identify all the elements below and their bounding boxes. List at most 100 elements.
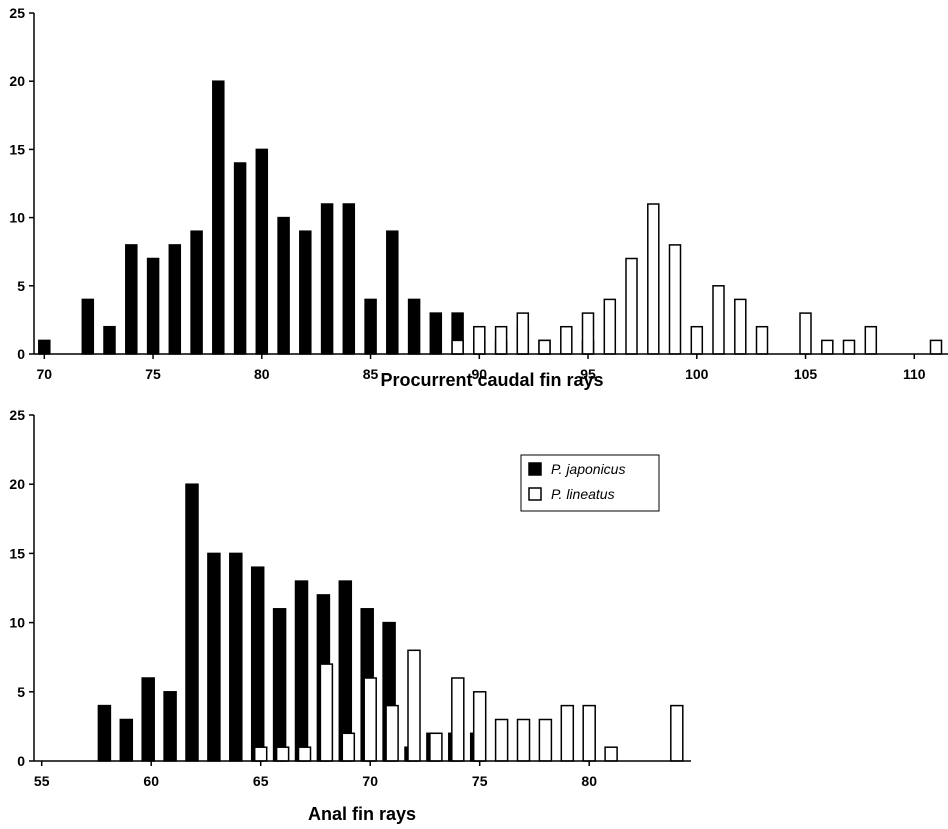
y-tick-label: 0 — [17, 753, 25, 769]
bar-lineatus-79 — [560, 704, 575, 762]
bar-lineatus-67 — [297, 746, 312, 762]
legend-box — [520, 454, 660, 512]
y-tick-label: 15 — [9, 141, 25, 157]
bar-lineatus-111 — [929, 339, 943, 355]
bar-japonicus-75 — [146, 257, 160, 355]
bar-japonicus-78 — [212, 80, 225, 355]
x-tick-label: 70 — [362, 773, 378, 789]
y-tick-label: 15 — [9, 545, 25, 561]
bar-lineatus-100 — [690, 325, 704, 355]
bar-lineatus-108 — [864, 325, 878, 355]
bar-lineatus-103 — [755, 325, 769, 355]
bar-japonicus-63 — [207, 552, 221, 762]
bar-lineatus-76 — [494, 718, 509, 762]
bar-lineatus-101 — [712, 285, 725, 355]
bar-japonicus-64 — [229, 552, 243, 762]
bar-lineatus-74 — [451, 677, 465, 762]
legend-label: P. japonicus — [551, 461, 625, 477]
bar-lineatus-105 — [799, 312, 812, 355]
x-tick-label: 105 — [794, 366, 818, 382]
bar-lineatus-80 — [582, 704, 596, 762]
bar-japonicus-70 — [38, 339, 51, 355]
x-tick-label: 90 — [472, 366, 488, 382]
x-tick-label: 70 — [37, 366, 53, 382]
bar-japonicus-65 — [250, 566, 265, 762]
bar-japonicus-80 — [255, 148, 269, 355]
bar-lineatus-77 — [516, 718, 531, 762]
y-tick-label: 25 — [9, 5, 25, 21]
bar-lineatus-95 — [581, 312, 595, 355]
y-tick-label: 5 — [17, 684, 25, 700]
x-tick-label: 85 — [363, 366, 379, 382]
bar-lineatus-78 — [538, 718, 553, 762]
bar-lineatus-99 — [668, 244, 682, 355]
legend-swatch — [528, 487, 542, 501]
x-tick-label: 55 — [34, 773, 50, 789]
bar-japonicus-77 — [190, 230, 203, 355]
bar-japonicus-59 — [119, 718, 134, 762]
bar-japonicus-62 — [185, 483, 199, 762]
bar-japonicus-81 — [277, 216, 290, 355]
bar-lineatus-72 — [407, 649, 421, 762]
bar-japonicus-76 — [168, 244, 182, 355]
bar-lineatus-96 — [603, 298, 617, 355]
bar-lineatus-71 — [385, 704, 399, 762]
x-tick-label: 95 — [580, 366, 596, 382]
bar-lineatus-75 — [472, 691, 487, 762]
x-tick-label: 60 — [143, 773, 159, 789]
bar-lineatus-93 — [538, 339, 551, 355]
bar-japonicus-85 — [364, 298, 377, 355]
bar-lineatus-89 — [451, 339, 464, 355]
bar-japonicus-60 — [141, 677, 155, 762]
bar-lineatus-70 — [363, 677, 377, 762]
bar-lineatus-68 — [319, 663, 334, 762]
bar-lineatus-66 — [275, 746, 290, 762]
bar-japonicus-88 — [429, 312, 443, 355]
bar-japonicus-86 — [386, 230, 399, 355]
bar-lineatus-90 — [473, 325, 486, 355]
x-tick-label: 110 — [903, 366, 926, 382]
x-tick-label: 80 — [581, 773, 597, 789]
y-tick-label: 20 — [9, 476, 25, 492]
bar-japonicus-74 — [125, 244, 138, 355]
bar-lineatus-69 — [341, 732, 356, 762]
x-axis-title: Procurrent caudal fin rays — [380, 370, 603, 390]
bar-lineatus-94 — [560, 325, 573, 355]
chart-2: 0 5 10 15 20 25 55 60 65 70 75 80 Anal fin rays P. ja… — [9, 407, 691, 824]
bar-japonicus-66 — [272, 608, 287, 762]
bar-lineatus-65 — [253, 746, 268, 762]
bar-lineatus-106 — [821, 339, 834, 355]
bar-japonicus-73 — [103, 325, 116, 355]
y-tick-label: 10 — [9, 210, 25, 226]
bar-japonicus-83 — [320, 203, 334, 355]
y-tick-label: 25 — [9, 407, 25, 423]
bar-japonicus-58 — [97, 704, 112, 762]
y-tick-label: 10 — [9, 615, 25, 631]
bar-lineatus-107 — [842, 339, 856, 355]
x-tick-label: 75 — [472, 773, 488, 789]
bar-lineatus-84 — [670, 704, 684, 762]
bar-lineatus-92 — [516, 312, 530, 355]
bar-japonicus-79 — [233, 162, 247, 355]
bar-lineatus-98 — [647, 203, 660, 355]
x-tick-label: 65 — [253, 773, 269, 789]
legend: P. japonicus P. lineatus — [520, 454, 660, 512]
bar-lineatus-73 — [429, 732, 443, 762]
y-tick-label: 0 — [17, 346, 25, 362]
x-tick-label: 80 — [254, 366, 270, 382]
y-tick-label: 5 — [17, 278, 25, 294]
bar-lineatus-97 — [625, 257, 638, 355]
legend-swatch — [528, 462, 542, 476]
y-tick-label: 20 — [9, 73, 25, 89]
bar-lineatus-102 — [734, 298, 747, 355]
bar-lineatus-91 — [494, 325, 508, 355]
bar-japonicus-87 — [407, 298, 421, 355]
chart-1: 0 5 10 15 20 25 70 75 80 85 90 95 100 105 110 Procurren… — [9, 5, 948, 390]
bar-japonicus-82 — [299, 230, 312, 355]
bar-japonicus-67 — [294, 580, 309, 762]
x-tick-label: 75 — [145, 366, 161, 382]
legend-label: P. lineatus — [551, 486, 615, 502]
x-tick-label: 100 — [685, 366, 709, 382]
bar-lineatus-81 — [604, 746, 618, 762]
